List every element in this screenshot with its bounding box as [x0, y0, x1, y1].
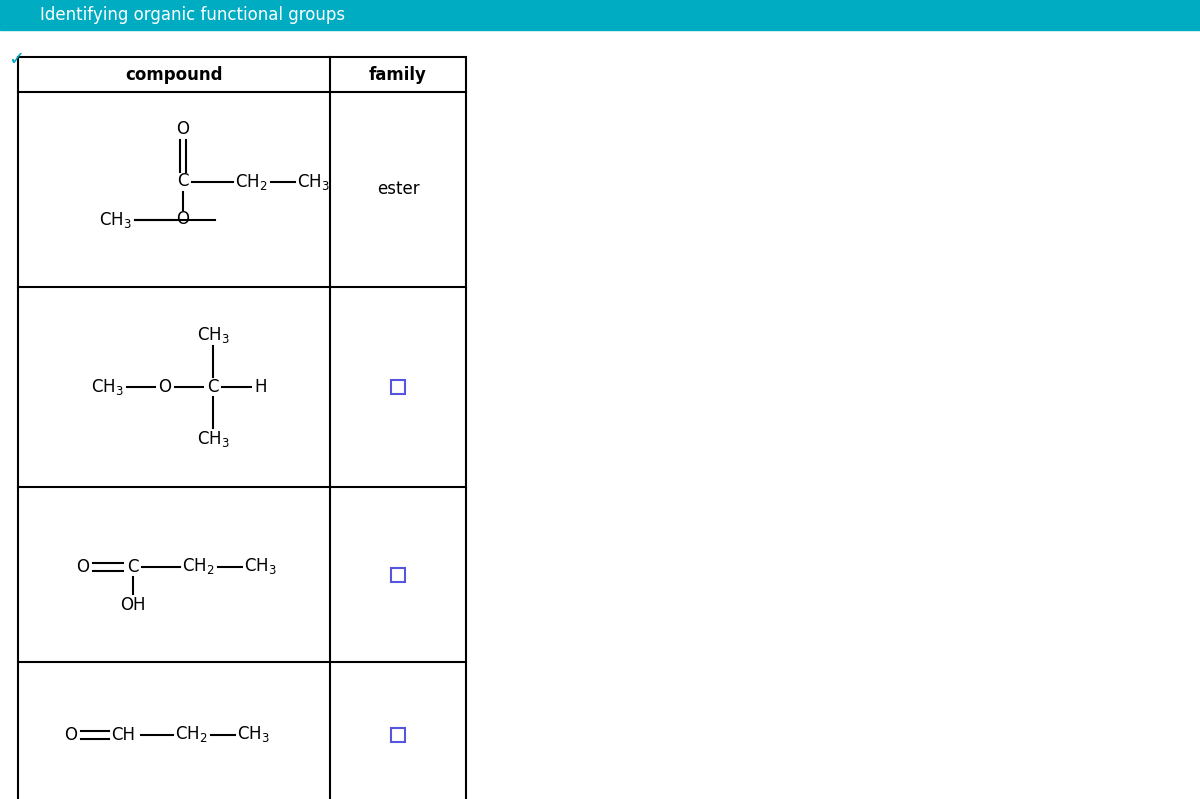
Text: CH$_2$: CH$_2$	[175, 725, 208, 745]
Text: CH$_3$: CH$_3$	[197, 429, 229, 449]
Text: CH$_2$: CH$_2$	[235, 172, 268, 192]
Text: ✓: ✓	[8, 50, 24, 69]
Text: Identifying organic functional groups: Identifying organic functional groups	[40, 6, 346, 24]
Text: OH: OH	[120, 595, 145, 614]
Text: CH$_3$: CH$_3$	[236, 725, 269, 745]
Bar	[391, 728, 406, 741]
Text: CH$_3$: CH$_3$	[98, 209, 131, 229]
Bar	[18, 57, 466, 799]
Bar	[0, 0, 1200, 30]
Text: family: family	[370, 66, 427, 84]
Text: CH$_3$: CH$_3$	[244, 556, 276, 577]
Text: O: O	[65, 725, 78, 744]
Text: O: O	[176, 210, 190, 229]
Text: CH$_3$: CH$_3$	[91, 377, 124, 397]
Text: compound: compound	[125, 66, 223, 84]
Text: CH: CH	[112, 725, 134, 744]
Text: O: O	[158, 378, 172, 396]
Text: ester: ester	[377, 181, 419, 198]
Text: H: H	[254, 378, 268, 396]
Text: C: C	[127, 558, 139, 575]
Text: CH$_3$: CH$_3$	[296, 172, 329, 192]
Text: CH$_2$: CH$_2$	[181, 556, 215, 577]
Text: C: C	[178, 173, 188, 190]
Text: O: O	[176, 121, 190, 138]
Text: O: O	[77, 558, 90, 575]
Bar	[391, 567, 406, 582]
Text: CH$_3$: CH$_3$	[197, 325, 229, 345]
Bar	[391, 380, 406, 394]
Text: C: C	[208, 378, 218, 396]
